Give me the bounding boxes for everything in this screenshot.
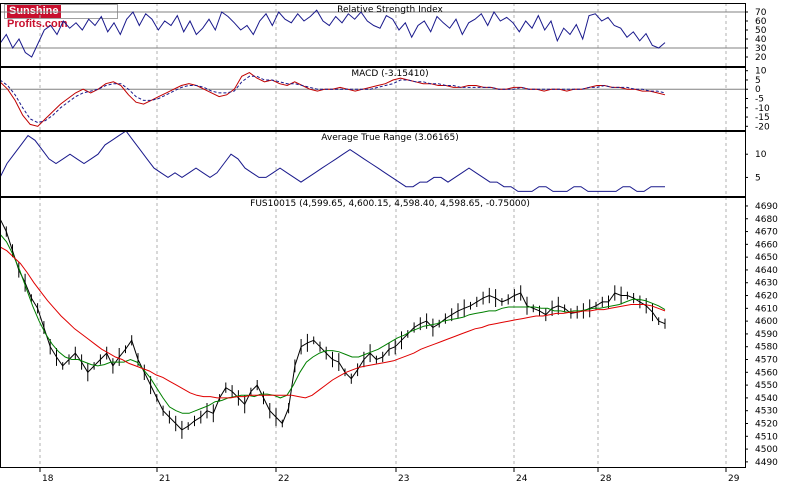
y-tick-label: 4560 <box>755 368 778 378</box>
y-tick-label: 50 <box>755 26 767 36</box>
y-tick-label: 4600 <box>755 317 778 327</box>
y-tick-label: 10 <box>755 150 767 160</box>
y-tick-label: 0 <box>755 85 761 95</box>
y-tick-label: 10 <box>755 67 767 77</box>
panel-frame <box>0 67 746 131</box>
macd-line <box>0 72 666 127</box>
panel-frame <box>0 131 746 197</box>
panel-title: Relative Strength Index <box>337 5 443 15</box>
x-tick-label: 28 <box>600 474 612 484</box>
y-tick-label: -5 <box>755 95 764 105</box>
logo-part-2: Profits.com <box>7 18 68 30</box>
y-tick-label: 30 <box>755 44 767 54</box>
panel-3: 4490 4500 4510 4520 4530 4540 4550 4560 4570 4580… <box>0 197 778 468</box>
ma-slow-line <box>0 246 666 399</box>
atr-line <box>0 130 665 192</box>
y-tick-label: 4610 <box>755 304 778 314</box>
x-tick-label: 18 <box>42 474 54 484</box>
y-tick-label: 70 <box>755 8 767 18</box>
y-tick-label: 4640 <box>755 266 778 276</box>
y-tick-label: 4540 <box>755 394 778 404</box>
y-tick-label: 4620 <box>755 292 778 302</box>
y-tick-label: 4570 <box>755 356 778 366</box>
price-line <box>0 218 666 431</box>
panel-frame <box>0 197 746 468</box>
y-tick-label: 4630 <box>755 279 778 289</box>
y-tick-label: 5 <box>755 76 761 86</box>
panel-title: MACD (-3.15410) <box>351 69 428 79</box>
x-tick-label: 29 <box>728 474 740 484</box>
x-tick-label: 22 <box>278 474 289 484</box>
x-tick-label: 21 <box>159 474 170 484</box>
x-tick-label: 23 <box>398 474 409 484</box>
y-tick-label: 4520 <box>755 419 778 429</box>
y-tick-label: 4580 <box>755 343 778 353</box>
y-tick-label: 4590 <box>755 330 778 340</box>
x-tick-label: 24 <box>516 474 528 484</box>
y-tick-label: 4690 <box>755 202 778 212</box>
y-tick-label: 5 <box>755 173 761 183</box>
panel-title: Average True Range (3.06165) <box>321 133 458 143</box>
y-tick-label: -20 <box>755 122 770 132</box>
y-tick-label: 4680 <box>755 215 778 225</box>
y-tick-label: 4490 <box>755 458 778 468</box>
y-tick-label: 4510 <box>755 432 778 442</box>
signal-line <box>0 75 666 124</box>
rsi-line <box>0 9 666 58</box>
y-tick-label: 4500 <box>755 445 778 455</box>
y-tick-label: 4650 <box>755 253 778 263</box>
panel-title: FUS10015 (4,599.65, 4,600.15, 4,598.40, … <box>250 199 530 209</box>
panel-frame <box>0 3 746 67</box>
y-tick-label: 40 <box>755 35 767 45</box>
y-tick-label: 20 <box>755 53 767 63</box>
ma-fast-line <box>0 233 666 414</box>
y-tick-label: -15 <box>755 113 770 123</box>
panel-2: 5 10 Average True Range (3.06165) <box>0 130 767 197</box>
y-tick-label: 4660 <box>755 240 778 250</box>
y-tick-label: 4550 <box>755 381 778 391</box>
y-tick-label: -10 <box>755 104 770 114</box>
y-tick-label: 4530 <box>755 407 778 417</box>
y-tick-label: 4670 <box>755 228 778 238</box>
y-tick-label: 60 <box>755 17 767 27</box>
